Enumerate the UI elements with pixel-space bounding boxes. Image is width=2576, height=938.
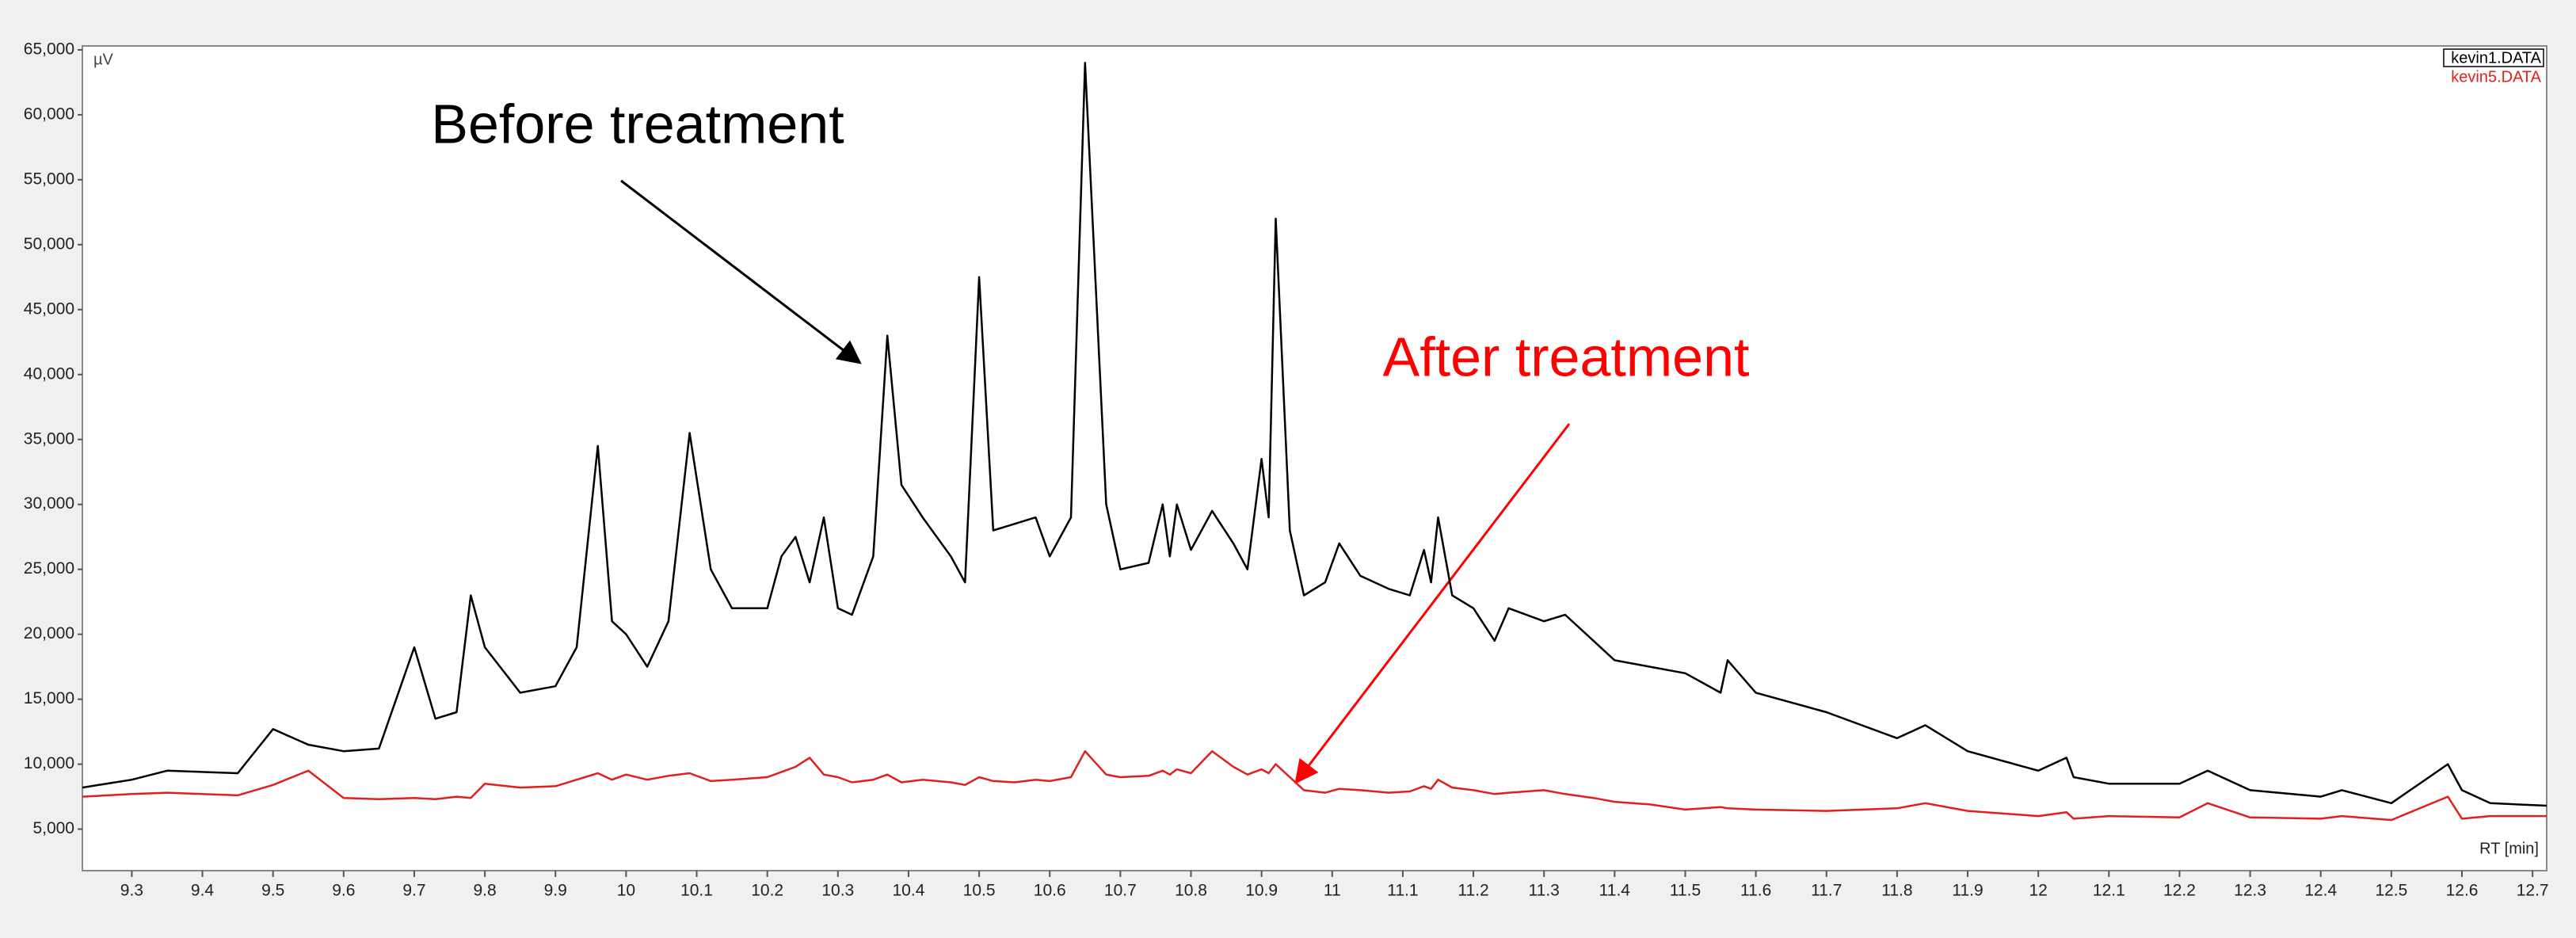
y-tick-label: 40,000 bbox=[24, 364, 74, 383]
x-tick-label: 12.2 bbox=[2163, 882, 2196, 900]
x-tick-label: 11.4 bbox=[1599, 882, 1631, 900]
x-tick-label: 11.5 bbox=[1670, 882, 1701, 900]
x-tick-label: 9.3 bbox=[120, 882, 143, 900]
y-tick-label: 5,000 bbox=[32, 819, 74, 837]
x-tick-label: 9.9 bbox=[544, 882, 567, 900]
x-tick-label: 11 bbox=[1324, 882, 1341, 900]
x-tick-label: 10.3 bbox=[821, 882, 854, 900]
x-tick-label: 11.2 bbox=[1458, 882, 1488, 900]
x-tick-label: 12 bbox=[2029, 882, 2048, 900]
y-tick-label: 65,000 bbox=[24, 40, 74, 58]
x-tick-label: 9.7 bbox=[402, 882, 425, 900]
x-tick-label: 12.6 bbox=[2446, 882, 2479, 900]
x-tick-label: 11.7 bbox=[1811, 882, 1842, 900]
x-axis-label: RT [min] bbox=[2479, 840, 2539, 857]
series-line bbox=[82, 749, 2547, 822]
x-tick-label: 11.6 bbox=[1740, 882, 1771, 900]
y-tick-label: 45,000 bbox=[24, 299, 74, 318]
x-tick-label: 10.7 bbox=[1104, 882, 1137, 900]
x-tick-label: 12.5 bbox=[2375, 882, 2407, 900]
y-tick-label: 15,000 bbox=[24, 689, 74, 707]
x-tick-label: 11.3 bbox=[1529, 882, 1560, 900]
x-tick-label: 10.2 bbox=[751, 882, 783, 900]
y-tick-label: 60,000 bbox=[24, 105, 74, 123]
y-tick-label: 35,000 bbox=[24, 429, 74, 448]
x-tick-label: 9.6 bbox=[332, 882, 355, 900]
annotation-arrow bbox=[1294, 423, 1571, 784]
x-tick-label: 11.8 bbox=[1881, 882, 1912, 900]
x-tick-label: 12.4 bbox=[2304, 882, 2337, 900]
x-tick-label: 12.7 bbox=[2517, 882, 2549, 900]
x-tick-label: 9.4 bbox=[191, 882, 215, 900]
y-tick-label: 25,000 bbox=[24, 559, 74, 578]
x-tick-label: 11.1 bbox=[1387, 882, 1418, 900]
x-tick-label: 12.3 bbox=[2234, 882, 2266, 900]
legend-entry: kevin1.DATA bbox=[2451, 49, 2541, 67]
x-tick-label: 10.8 bbox=[1175, 882, 1207, 900]
y-tick-label: 20,000 bbox=[24, 624, 74, 642]
y-tick-label: 50,000 bbox=[24, 234, 74, 253]
y-tick-label: 55,000 bbox=[24, 170, 74, 188]
x-tick-label: 10.5 bbox=[963, 882, 996, 900]
x-tick-label: 10.1 bbox=[680, 882, 713, 900]
x-tick-label: 12.1 bbox=[2093, 882, 2125, 900]
annotation: Before treatment bbox=[431, 93, 844, 154]
x-tick-label: 10.6 bbox=[1034, 882, 1066, 900]
x-tick-label: 10.4 bbox=[893, 882, 925, 900]
x-tick-label: 9.8 bbox=[473, 882, 496, 900]
annotation-arrow bbox=[620, 179, 862, 364]
plot-area bbox=[82, 45, 2547, 871]
legend-box bbox=[2443, 48, 2544, 67]
x-tick-label: 10.9 bbox=[1245, 882, 1278, 900]
x-tick-label: 11.9 bbox=[1952, 882, 1983, 900]
y-tick-label: 10,000 bbox=[24, 754, 74, 772]
y-axis-label: µV bbox=[93, 51, 114, 68]
x-tick-label: 9.5 bbox=[261, 882, 284, 900]
legend-entry: kevin5.DATA bbox=[2451, 68, 2541, 86]
annotation: After treatment bbox=[1383, 326, 1750, 387]
series-line bbox=[82, 62, 2547, 807]
x-tick-label: 10 bbox=[617, 882, 635, 900]
y-tick-label: 30,000 bbox=[24, 494, 74, 513]
